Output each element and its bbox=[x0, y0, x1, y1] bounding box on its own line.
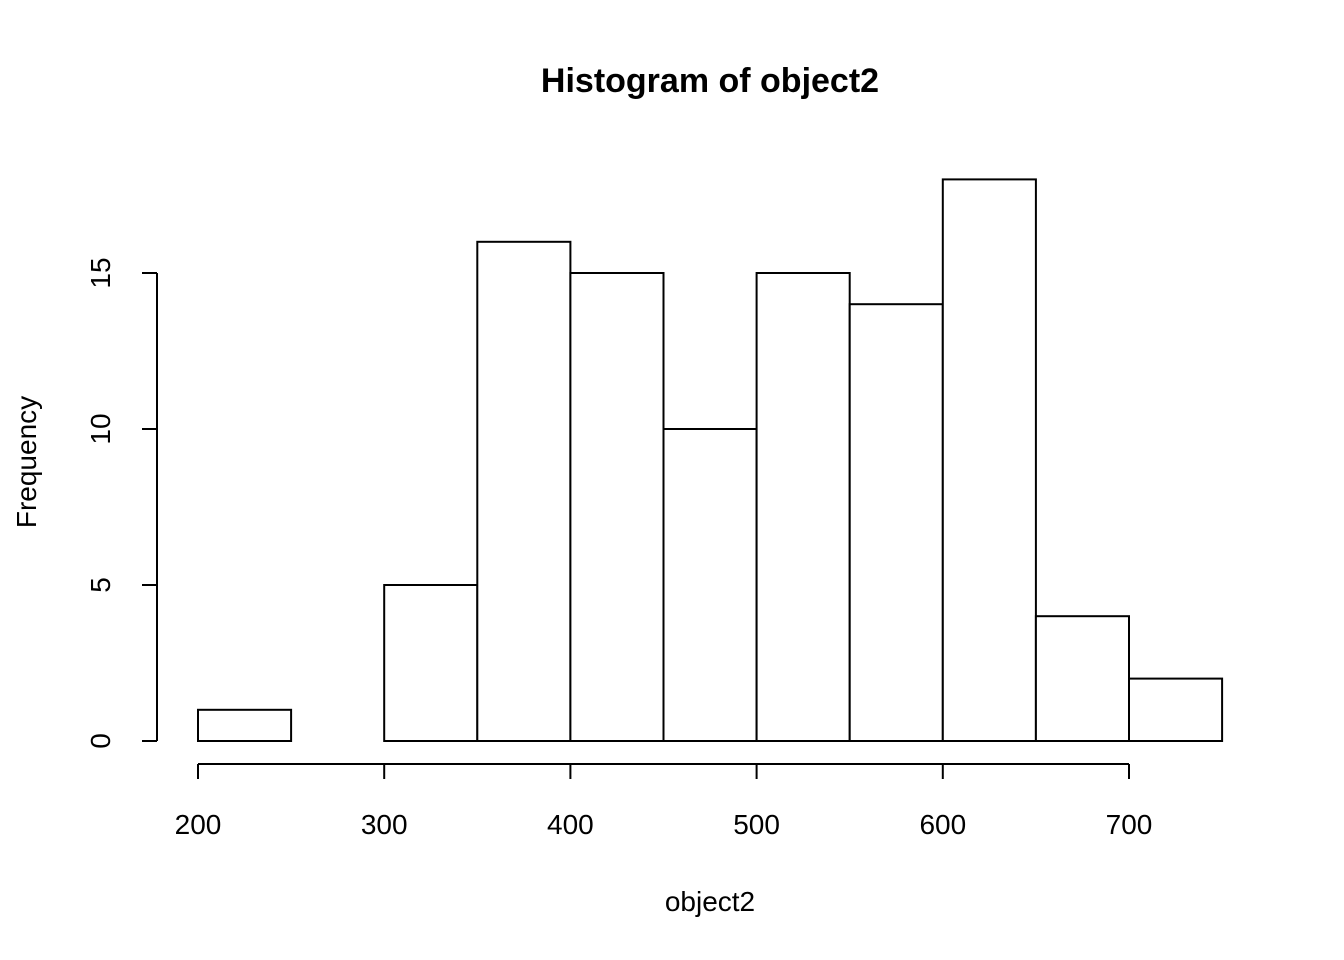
y-tick-label: 15 bbox=[85, 257, 116, 288]
x-tick-label: 400 bbox=[547, 809, 594, 840]
x-tick-label: 300 bbox=[361, 809, 408, 840]
x-axis-label: object2 bbox=[665, 886, 755, 917]
x-axis: 200 300 400 500 600 700 bbox=[175, 763, 1153, 840]
x-tick-label: 500 bbox=[733, 809, 780, 840]
chart-title: Histogram of object2 bbox=[541, 62, 879, 100]
histogram-bar bbox=[755, 272, 851, 742]
y-tick-label: 10 bbox=[85, 413, 116, 444]
y-tick-label: 0 bbox=[85, 733, 116, 749]
histogram-bar bbox=[476, 240, 572, 743]
histogram-bar bbox=[1034, 615, 1131, 743]
histogram-bar bbox=[569, 272, 665, 742]
y-axis-label: Frequency bbox=[11, 396, 42, 528]
histogram-bar bbox=[197, 708, 293, 742]
histogram-bar bbox=[1128, 677, 1224, 742]
bars-group bbox=[197, 178, 1224, 743]
y-tick-label: 5 bbox=[85, 577, 116, 593]
x-tick-label: 600 bbox=[919, 809, 966, 840]
x-tick-label: 700 bbox=[1106, 809, 1153, 840]
histogram-bar bbox=[383, 584, 479, 742]
histogram-bar bbox=[941, 178, 1037, 742]
x-tick-label: 200 bbox=[175, 809, 222, 840]
histogram-bar bbox=[662, 428, 758, 742]
y-axis: 0 5 10 15 bbox=[85, 257, 158, 749]
histogram-bar bbox=[848, 303, 944, 742]
